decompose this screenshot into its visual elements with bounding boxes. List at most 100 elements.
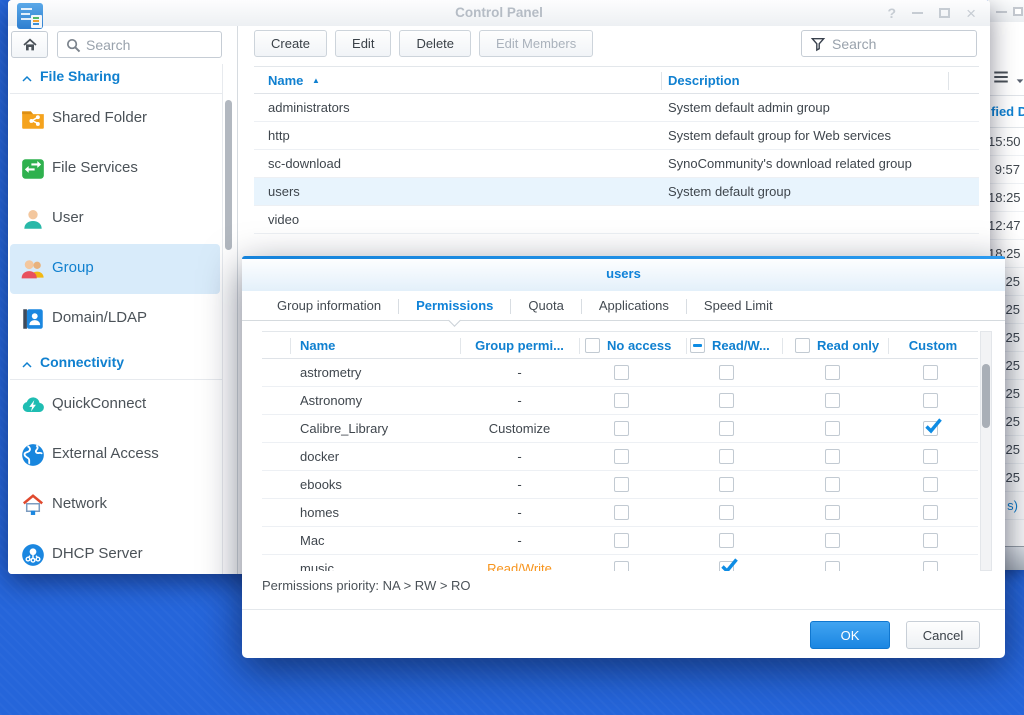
sidebar-item-network[interactable]: Network [10, 480, 220, 530]
sidebar-scrollbar[interactable] [225, 100, 232, 250]
edit-button[interactable]: Edit [335, 30, 392, 57]
no-access-checkbox[interactable] [614, 421, 629, 436]
titlebar[interactable]: Control Panel ? × [8, 0, 990, 26]
sidebar-item-domain-ldap[interactable]: Domain/LDAP [10, 294, 220, 344]
help-icon[interactable]: ? [887, 5, 897, 21]
bg-items-link[interactable]: s) [988, 492, 1024, 520]
bg-table-row[interactable]: :25 [988, 352, 1024, 380]
column-header-custom[interactable]: Custom [908, 338, 958, 353]
bg-table-row[interactable]: 18:25 [988, 184, 1024, 212]
cancel-button[interactable]: Cancel [906, 621, 980, 649]
read-write-checkbox[interactable] [719, 505, 734, 520]
column-header-name[interactable]: Name [268, 73, 304, 88]
custom-checkbox[interactable] [923, 393, 938, 408]
custom-checkbox[interactable] [923, 418, 942, 436]
sidebar-item-external-access[interactable]: External Access [10, 430, 220, 480]
read-only-checkbox[interactable] [825, 533, 840, 548]
column-header-read-only[interactable]: Read only [817, 338, 880, 353]
read-only-checkbox[interactable] [825, 561, 840, 571]
custom-checkbox[interactable] [923, 477, 938, 492]
bg-table-row[interactable]: 9:57 [988, 156, 1024, 184]
read-only-checkbox[interactable] [825, 421, 840, 436]
close-icon[interactable]: × [966, 3, 976, 23]
read-write-checkbox[interactable] [719, 558, 738, 571]
custom-checkbox[interactable] [923, 505, 938, 520]
home-button[interactable] [11, 31, 48, 58]
custom-checkbox[interactable] [923, 533, 938, 548]
column-header-description[interactable]: Description [668, 73, 740, 88]
column-header-no-access[interactable]: No access [607, 338, 672, 353]
no-access-checkbox[interactable] [614, 505, 629, 520]
sidebar-section-connectivity[interactable]: Connectivity [8, 350, 222, 380]
bg-table-row[interactable]: :25 [988, 268, 1024, 296]
permission-row-astrometry[interactable]: astrometry - [262, 359, 978, 387]
permission-row-astronomy[interactable]: Astronomy - [262, 387, 978, 415]
read-write-checkbox[interactable] [719, 477, 734, 492]
sidebar-search-input[interactable] [86, 33, 216, 56]
read-write-select-all-checkbox[interactable] [690, 338, 705, 353]
read-only-checkbox[interactable] [825, 449, 840, 464]
permission-row-calibre-library[interactable]: Calibre_Library Customize [262, 415, 978, 443]
bg-titlebar[interactable] [988, 0, 1024, 22]
bg-table-row[interactable]: 15:50 [988, 128, 1024, 156]
group-row-users[interactable]: users System default group [254, 178, 979, 206]
column-header-group-permission[interactable]: Group permi... [475, 338, 564, 353]
minimize-icon[interactable] [912, 12, 924, 14]
permission-row-mac[interactable]: Mac - [262, 527, 978, 555]
custom-checkbox[interactable] [923, 449, 938, 464]
tab-quota[interactable]: Quota [528, 298, 564, 313]
read-write-checkbox[interactable] [719, 533, 734, 548]
bg-minimize-icon[interactable] [996, 11, 1007, 13]
create-button[interactable]: Create [254, 30, 328, 57]
read-only-checkbox[interactable] [825, 365, 840, 380]
read-only-checkbox[interactable] [825, 505, 840, 520]
read-only-checkbox[interactable] [825, 393, 840, 408]
caret-down-icon[interactable] [1015, 73, 1024, 84]
permissions-scrollbar[interactable] [980, 331, 992, 571]
list-view-icon[interactable] [992, 68, 1010, 86]
permission-row-docker[interactable]: docker - [262, 443, 978, 471]
no-access-checkbox[interactable] [614, 393, 629, 408]
sidebar-item-dhcp-server[interactable]: DHCP Server [10, 530, 220, 574]
sidebar-item-shared-folder[interactable]: Shared Folder [10, 94, 220, 144]
sidebar-section-file-sharing[interactable]: File Sharing [8, 64, 222, 94]
bg-table-row[interactable]: :25 [988, 324, 1024, 352]
bg-table-row[interactable]: :25 [988, 436, 1024, 464]
read-write-checkbox[interactable] [719, 365, 734, 380]
column-divider[interactable] [661, 72, 662, 90]
filter-search-input[interactable] [832, 32, 970, 55]
permission-row-ebooks[interactable]: ebooks - [262, 471, 978, 499]
group-row-sc-download[interactable]: sc-download SynoCommunity's download rela… [254, 150, 979, 178]
delete-button[interactable]: Delete [399, 30, 472, 57]
read-only-checkbox[interactable] [825, 477, 840, 492]
custom-checkbox[interactable] [923, 365, 938, 380]
tab-speed-limit[interactable]: Speed Limit [703, 298, 773, 313]
ok-button[interactable]: OK [810, 621, 890, 649]
read-only-select-all-checkbox[interactable] [795, 338, 810, 353]
no-access-select-all-checkbox[interactable] [585, 338, 600, 353]
maximize-icon[interactable] [939, 8, 951, 18]
no-access-checkbox[interactable] [614, 533, 629, 548]
tab-applications[interactable]: Applications [598, 298, 669, 313]
group-row-administrators[interactable]: administrators System default admin group [254, 94, 979, 122]
bg-table-row[interactable]: :25 [988, 296, 1024, 324]
permission-row-homes[interactable]: homes - [262, 499, 978, 527]
column-divider[interactable] [948, 72, 949, 90]
bg-column-header[interactable]: fied D [988, 96, 1024, 128]
column-header-read-write[interactable]: Read/W... [712, 338, 770, 353]
tab-permissions[interactable]: Permissions [416, 298, 494, 313]
group-row-http[interactable]: http System default group for Web service… [254, 122, 979, 150]
bg-table-row[interactable]: 12:47 [988, 212, 1024, 240]
sidebar-item-quickconnect[interactable]: QuickConnect [10, 380, 220, 430]
permission-row-music[interactable]: music Read/Write [262, 555, 978, 571]
bg-table-row[interactable]: :25 [988, 380, 1024, 408]
no-access-checkbox[interactable] [614, 365, 629, 380]
no-access-checkbox[interactable] [614, 477, 629, 492]
bg-maximize-icon[interactable] [1013, 7, 1023, 16]
read-write-checkbox[interactable] [719, 449, 734, 464]
group-row-video[interactable]: video [254, 206, 979, 234]
no-access-checkbox[interactable] [614, 449, 629, 464]
sidebar-item-group[interactable]: Group [10, 244, 220, 294]
scrollbar-thumb[interactable] [982, 364, 990, 428]
sidebar-item-user[interactable]: User [10, 194, 220, 244]
